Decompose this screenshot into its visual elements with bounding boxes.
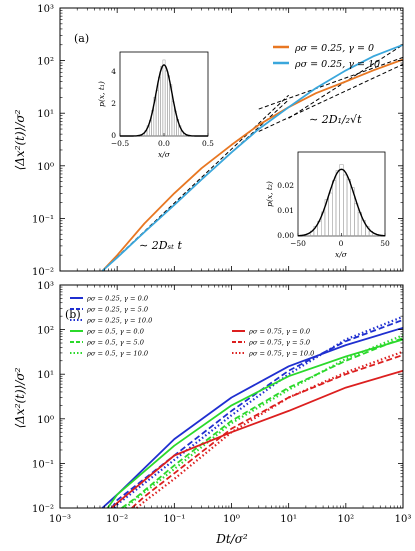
inset-distribution-t1: −0.5 0.0 0.5 0 2 4 x/σ p(x, t₁) <box>97 51 214 159</box>
panel-a-tag: (a) <box>74 32 89 45</box>
inset-1-xtick-left: −0.5 <box>111 139 129 148</box>
series-line-2 <box>110 319 404 509</box>
inset-2-ytick-1: 0.01 <box>277 206 294 215</box>
panel-b-xlabel: Dt/σ² <box>215 532 248 546</box>
x-tick-label: 10⁻² <box>106 514 128 525</box>
panel-a-series <box>101 43 404 272</box>
panel-b-legend: ρσ = 0.25, γ = 0.0 ρσ = 0.25, γ = 5.0 ρσ =… <box>70 295 314 358</box>
legend-label-9: ρσ = 0.75, γ = 10.0 <box>248 350 314 358</box>
inset-1-ytick-2: 2 <box>111 99 116 108</box>
series-line-9 <box>135 350 404 509</box>
series-line-2 <box>101 43 404 272</box>
panel-b-frame <box>59 284 404 509</box>
panel-b-tag: (b) <box>65 308 81 321</box>
y-tick-label: 10¹ <box>37 370 54 381</box>
inset-2-xlabel: x/σ <box>335 250 348 259</box>
series-line-8 <box>131 354 404 509</box>
legend-label-series-2: ρσ = 0.25, γ = 10 <box>294 59 380 70</box>
inset-2-xtick-right: 50 <box>380 239 390 248</box>
x-tick-label: 10⁻¹ <box>163 514 185 525</box>
inset-1-histogram <box>119 59 209 137</box>
inset-1-ytick-4: 4 <box>111 67 116 76</box>
legend-label-5: ρσ = 0.5, γ = 5.0 <box>86 339 144 347</box>
gaussian-fit-curve <box>120 64 208 137</box>
inset-2-xtick-left: −50 <box>290 239 306 248</box>
panel-a-frame <box>59 7 404 272</box>
y-tick-label: 10⁻¹ <box>32 214 54 225</box>
y-tick-label: 10³ <box>37 281 54 292</box>
legend-label-6: ρσ = 0.5, γ = 10.0 <box>86 350 148 358</box>
legend-label-2: ρσ = 0.25, γ = 5.0 <box>86 306 148 314</box>
y-tick-label: 10² <box>37 326 54 337</box>
series-line-1 <box>101 58 404 272</box>
inset-2-histogram <box>297 164 386 237</box>
inset-1-xtick-mid: 0.0 <box>158 139 170 148</box>
panel-a-legend: ρσ = 0.25, γ = 0 ρσ = 0.25, γ = 10 <box>273 43 380 70</box>
y-tick-label: 10⁰ <box>37 162 54 173</box>
legend-label-1: ρσ = 0.25, γ = 0.0 <box>86 295 148 303</box>
x-tick-label: 10⁻³ <box>49 514 71 525</box>
series-line-4 <box>106 338 404 509</box>
annotation-linear: ∼ 2Dₛₜ t <box>139 239 182 252</box>
panel-b-ylabel: ⟨Δx²(t)⟩/σ² <box>13 367 27 428</box>
legend-label-8: ρσ = 0.75, γ = 5.0 <box>248 339 310 347</box>
guide-line-sqrt <box>258 63 404 132</box>
panel-a: 10⁻² 10⁻¹ 10⁰ 10¹ 10² 10³ (a) ⟨Δx²(t)⟩/σ² ρσ … <box>13 4 404 278</box>
y-tick-label: 10¹ <box>37 109 54 120</box>
legend-label-3: ρσ = 0.25, γ = 10.0 <box>86 317 152 325</box>
gaussian-fit-curve <box>297 168 386 237</box>
x-tick-label: 10² <box>337 514 354 525</box>
inset-1-xlabel: x/σ <box>158 150 171 159</box>
panel-a-ylabel: ⟨Δx²(t)⟩/σ² <box>13 109 27 170</box>
annotation-sqrt: ∼ 2D₁/₂√t <box>309 113 362 126</box>
inset-1-ylabel: p(x, t₁) <box>97 81 106 107</box>
x-tick-label: 10¹ <box>280 514 297 525</box>
x-tick-label: 10³ <box>395 514 412 525</box>
series-line-5 <box>121 337 404 509</box>
inset-2-ytick-2: 0.02 <box>277 181 294 190</box>
y-tick-label: 10⁻² <box>32 504 54 515</box>
legend-label-4: ρσ = 0.5, γ = 0.0 <box>86 328 144 336</box>
inset-2-frame <box>297 151 386 237</box>
y-tick-label: 10⁻² <box>32 267 54 278</box>
inset-2-ytick-0: 0.00 <box>277 231 294 240</box>
inset-distribution-t2: −50 0 50 0.00 0.01 0.02 x/σ p(x, t₂) <box>265 151 390 259</box>
inset-2-xtick-mid: 0 <box>339 239 344 248</box>
y-tick-label: 10² <box>37 57 54 68</box>
y-tick-label: 10⁻¹ <box>32 459 54 470</box>
inset-1-xtick-right: 0.5 <box>202 139 214 148</box>
panel-b: 10⁻³ 10⁻² 10⁻¹ 10⁰ 10¹ 10² 10³10⁻²10⁻¹10⁰10¹10… <box>13 281 411 546</box>
y-tick-label: 10³ <box>37 4 54 15</box>
y-tick-label: 10⁰ <box>37 415 54 426</box>
legend-label-7: ρσ = 0.75, γ = 0.0 <box>248 328 310 336</box>
inset-2-ylabel: p(x, t₂) <box>265 181 274 207</box>
inset-1-ytick-0: 0 <box>111 131 116 140</box>
legend-label-series-1: ρσ = 0.25, γ = 0 <box>294 43 374 54</box>
x-tick-label: 10⁰ <box>223 514 240 525</box>
